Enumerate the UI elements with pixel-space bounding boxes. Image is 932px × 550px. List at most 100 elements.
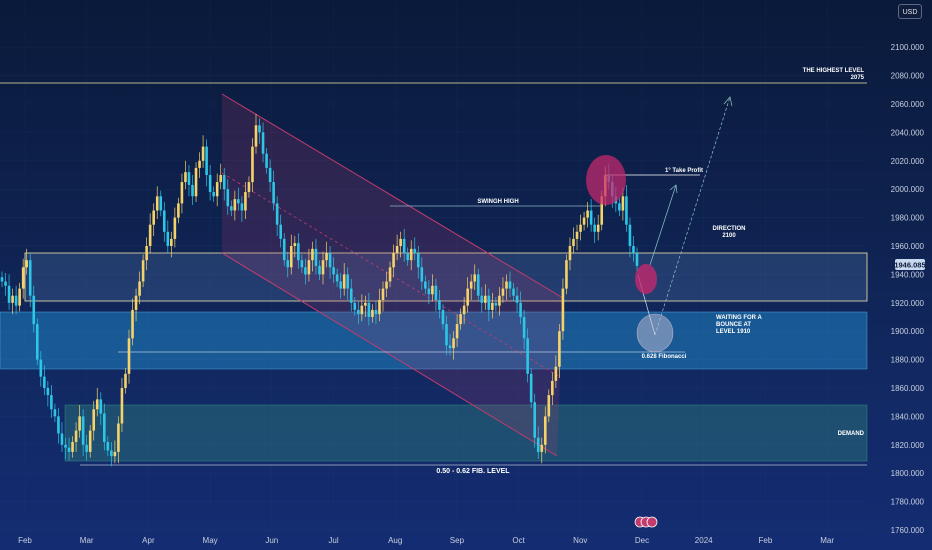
- y-tick-label: 1840.000: [891, 412, 925, 421]
- candle-body: [416, 253, 420, 268]
- candle-body: [491, 302, 494, 310]
- candle-body: [289, 246, 293, 268]
- candle-body: [332, 267, 335, 275]
- candle-body: [568, 246, 572, 261]
- candle-body: [254, 125, 258, 147]
- candle-body: [459, 314, 462, 325]
- candle-body: [60, 433, 64, 445]
- candle-body: [159, 196, 163, 211]
- candle-body: [462, 305, 466, 315]
- y-tick-label: 1760.000: [891, 526, 925, 535]
- x-tick-label: May: [203, 536, 218, 545]
- candle-body: [476, 274, 480, 296]
- x-tick-label: Mar: [820, 536, 834, 545]
- candle-body: [547, 395, 551, 417]
- candle-body: [279, 224, 282, 239]
- candle-body: [505, 281, 508, 289]
- candle-body: [469, 281, 473, 289]
- candle-body: [18, 288, 21, 306]
- candle-body: [187, 172, 191, 185]
- currency-badge[interactable]: USD: [898, 4, 922, 19]
- candle-body: [293, 243, 297, 246]
- candle-body: [219, 175, 223, 183]
- candle-body: [233, 199, 237, 211]
- candle-body: [297, 243, 300, 261]
- candle-body: [32, 295, 36, 325]
- candle-body: [21, 267, 25, 289]
- candle-body: [473, 274, 477, 282]
- candle-body: [99, 399, 103, 414]
- candle-body: [445, 324, 448, 346]
- candle-body: [39, 359, 43, 377]
- x-tick-label: Jul: [328, 536, 338, 545]
- y-tick-label: 1920.000: [891, 299, 925, 308]
- candle-body: [335, 274, 339, 282]
- price-axis[interactable]: 1760.000 1780.000 1800.000 1820.000 1840.000…: [891, 43, 925, 535]
- channel-lower-line: [221, 252, 558, 457]
- candle-body: [318, 265, 321, 275]
- fibonacci-label: 0.628 Fibonacci: [642, 354, 687, 360]
- y-tick-label: 2040.000: [891, 128, 925, 137]
- candle-body: [148, 224, 152, 246]
- candle-body: [50, 395, 53, 410]
- take-profit-label: 1° Take Profit: [665, 168, 703, 174]
- candle-body: [212, 192, 215, 197]
- candle-body: [374, 309, 378, 315]
- target-ellipse: [636, 313, 674, 353]
- candle-body: [381, 288, 385, 300]
- candle-body: [438, 299, 441, 310]
- candle-body: [95, 399, 99, 410]
- projection-up-line: [654, 96, 731, 336]
- candle-body: [399, 238, 402, 246]
- candle-body: [78, 416, 81, 431]
- candle-body: [515, 295, 519, 303]
- y-tick-label: 2020.000: [891, 157, 925, 166]
- candle-body: [536, 437, 540, 452]
- candle-body: [0, 277, 4, 282]
- candle-body: [395, 246, 399, 254]
- y-tick-label: 1960.000: [891, 242, 925, 251]
- x-tick-label: Mar: [80, 536, 94, 545]
- candle-body: [201, 146, 205, 161]
- candle-body: [508, 281, 512, 289]
- candle-body: [120, 388, 124, 424]
- candle-body: [540, 444, 544, 452]
- candle-body: [388, 267, 392, 282]
- y-tick-label: 2000.000: [891, 185, 925, 194]
- event-markers[interactable]: [634, 516, 658, 528]
- candle-body: [14, 295, 18, 306]
- candle-body: [307, 260, 311, 275]
- candle-body: [519, 302, 522, 317]
- candle-body: [314, 248, 318, 266]
- candle-body: [131, 309, 134, 339]
- candle-body: [321, 260, 325, 275]
- x-tick-label: Feb: [18, 536, 32, 545]
- event-icon-3[interactable]: [646, 516, 658, 528]
- candle-body: [162, 210, 166, 232]
- candle-body: [561, 288, 565, 332]
- take-profit-arrowhead: [669, 184, 678, 194]
- take-profit-arrow: [649, 184, 677, 266]
- time-axis[interactable]: Feb Mar Apr May Jun Jul Aug Sep Oct Nov Dec 2024 Feb…: [18, 536, 834, 545]
- projection-up-arrowhead: [723, 96, 733, 107]
- candle-body: [53, 409, 57, 417]
- waiting-label-1: WAITING FOR A: [716, 315, 762, 321]
- candle-body: [92, 409, 96, 431]
- candle-body: [127, 338, 131, 374]
- candle-body: [11, 295, 14, 303]
- candle-body: [230, 206, 233, 211]
- candle-body: [35, 324, 39, 360]
- candle-body: [487, 295, 491, 310]
- candle-body: [208, 175, 212, 193]
- candle-body: [360, 305, 364, 315]
- candle-body: [247, 182, 251, 193]
- candle-body: [4, 281, 7, 286]
- x-tick-label: Apr: [142, 536, 155, 545]
- candle-body: [586, 210, 589, 218]
- candle-body: [28, 260, 32, 296]
- candle-body: [339, 281, 342, 289]
- candle-body: [551, 380, 554, 396]
- candle-body: [526, 338, 529, 374]
- candle-body: [618, 203, 621, 211]
